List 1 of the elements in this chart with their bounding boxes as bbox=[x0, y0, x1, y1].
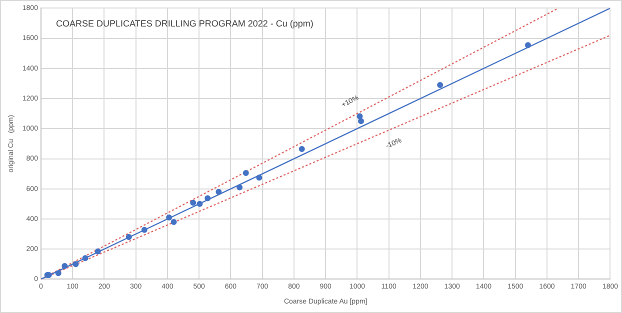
text: COARSE DUPLICATES DRILLING PROGRAM 2022 - Cu (ppm) bbox=[56, 18, 314, 29]
